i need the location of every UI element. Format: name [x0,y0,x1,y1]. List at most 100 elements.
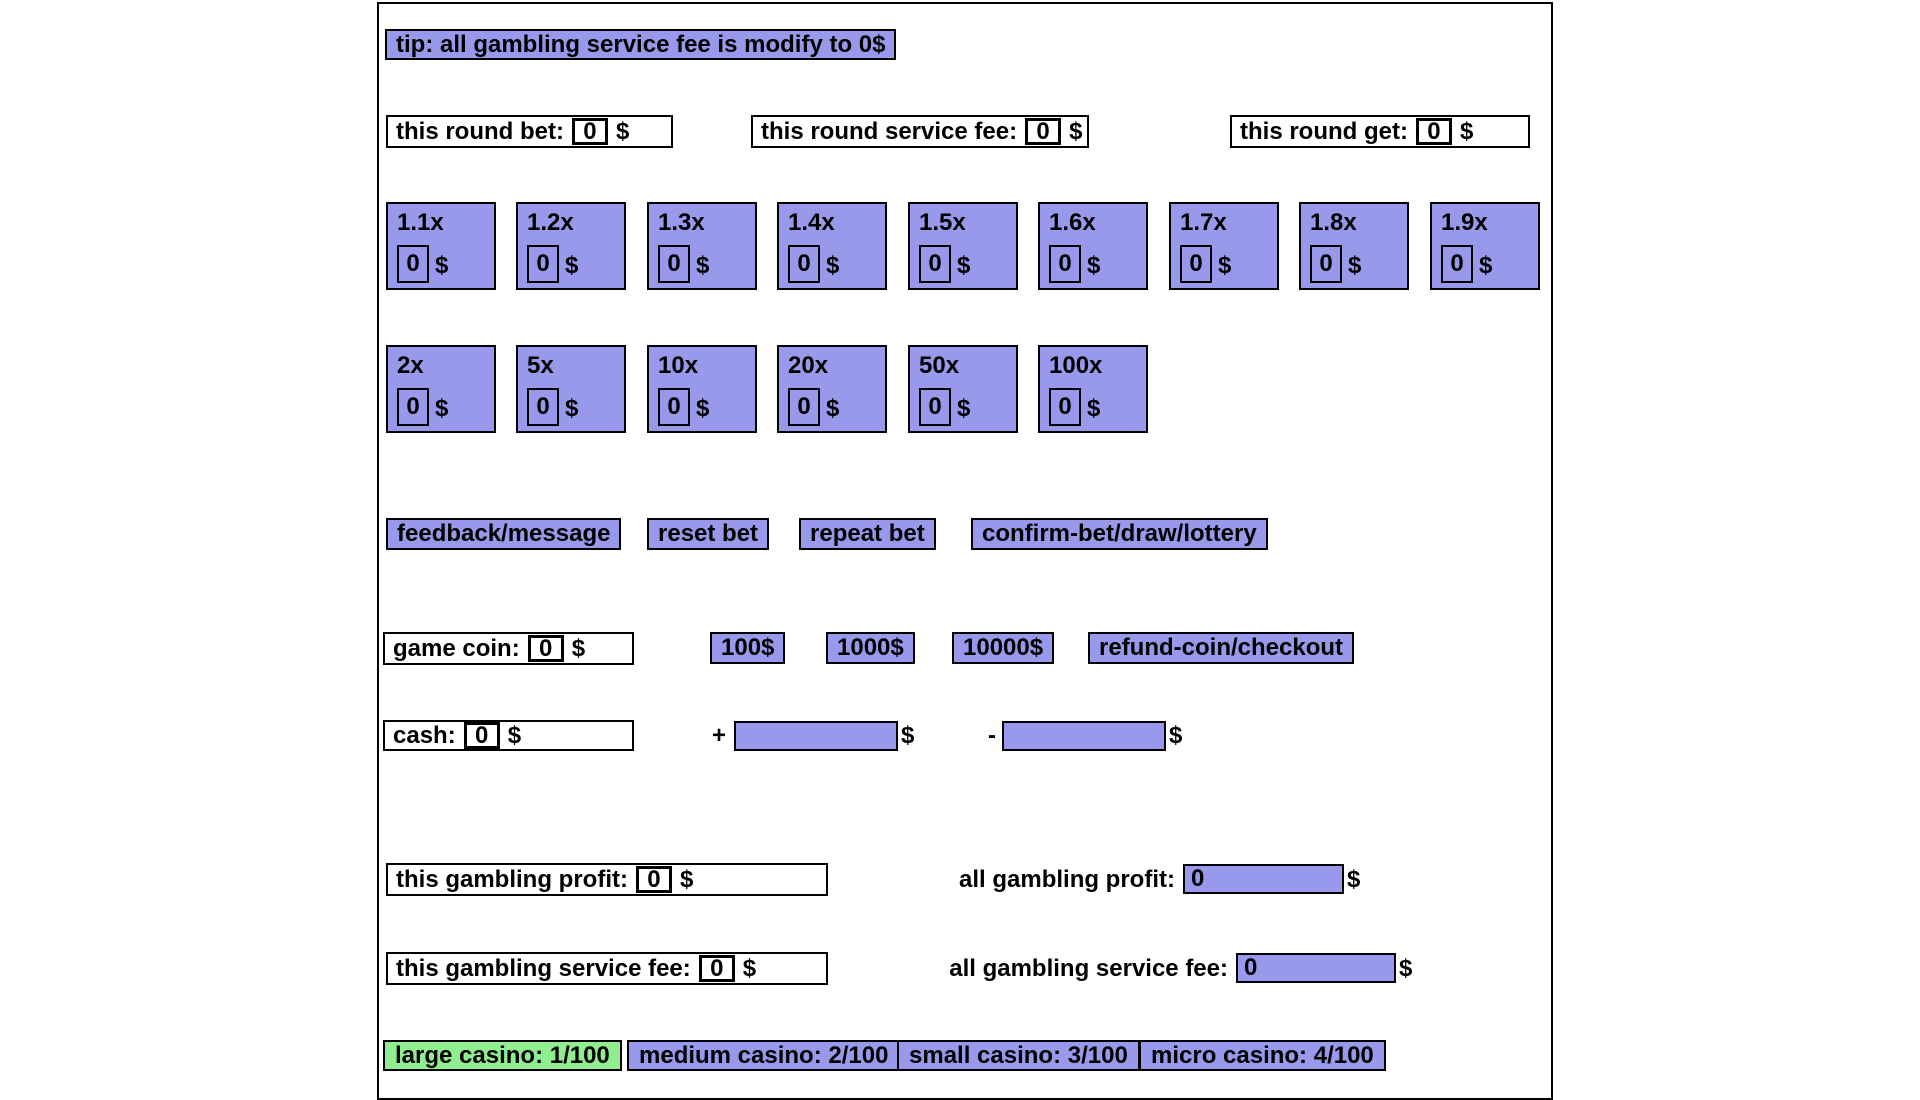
button-label: confirm-bet/draw/lottery [982,520,1257,547]
multiplier-bet-input[interactable]: 0 [658,245,690,283]
multiplier-bet-input[interactable]: 0 [788,245,820,283]
multiplier-bet-input[interactable]: 0 [1310,245,1342,283]
multiplier-label: 1.1x [397,209,444,236]
game-coin-box: game coin: 0 $ [383,632,634,665]
currency-label: $ [826,395,840,422]
round-get-box: this round get: 0 $ [1230,115,1530,148]
multiplier-label: 2x [397,352,424,379]
tab-small-casino[interactable]: small casino: 3/100 [897,1040,1140,1071]
feedback-message-button[interactable]: feedback/message [386,518,622,550]
multiplier-bet-input[interactable]: 0 [788,388,820,426]
tab-label: medium casino: 2/100 [639,1041,889,1069]
multiplier-box-1-4x: 1.4x 0 $ [777,202,887,290]
tab-label: large casino: 1/100 [395,1041,610,1069]
tab-micro-casino[interactable]: micro casino: 4/100 [1139,1040,1386,1071]
multiplier-bet-input[interactable]: 0 [527,388,559,426]
tab-medium-casino[interactable]: medium casino: 2/100 [627,1040,901,1071]
multiplier-box-20x: 20x 0 $ [777,345,887,433]
this-gambling-service-fee-value-field[interactable]: 0 [698,955,735,982]
currency-label: $ [1087,252,1101,279]
all-gambling-service-fee-label: all gambling service fee: [949,955,1228,982]
multiplier-label: 5x [527,352,554,379]
multiplier-box-1-6x: 1.6x 0 $ [1038,202,1148,290]
cash-subtract-input[interactable] [1002,721,1166,751]
currency-label: $ [565,395,579,422]
all-gambling-service-fee-field[interactable]: 0 [1236,953,1396,983]
this-gambling-profit-label: this gambling profit: [396,865,628,893]
reset-bet-button[interactable]: reset bet [647,518,770,550]
multiplier-bet-input[interactable]: 0 [397,388,429,426]
multiplier-bet-input[interactable]: 0 [919,388,951,426]
currency-label: $ [957,395,971,422]
currency-label: $ [571,634,586,662]
button-label: feedback/message [397,520,611,547]
add-1000-button[interactable]: 1000$ [826,632,915,664]
multiplier-label: 1.5x [919,209,966,236]
button-label: 10000$ [963,634,1044,661]
currency-label: $ [957,252,971,279]
currency-label: $ [1218,252,1232,279]
game-coin-value-field[interactable]: 0 [527,635,564,662]
tab-label: micro casino: 4/100 [1151,1041,1374,1069]
multiplier-bet-input[interactable]: 0 [1049,245,1081,283]
multiplier-box-1-3x: 1.3x 0 $ [647,202,757,290]
round-bet-label: this round bet: [396,117,564,145]
currency-label: $ [901,722,915,749]
tab-large-casino[interactable]: large casino: 1/100 [383,1040,622,1071]
multiplier-box-1-7x: 1.7x 0 $ [1169,202,1279,290]
currency-label: $ [826,252,840,279]
multiplier-bet-input[interactable]: 0 [397,245,429,283]
game-coin-label: game coin: [393,634,520,662]
multiplier-bet-input[interactable]: 0 [1441,245,1473,283]
currency-label: $ [435,395,449,422]
currency-label: $ [696,395,710,422]
this-gambling-service-fee-label: this gambling service fee: [396,954,691,982]
button-label: repeat bet [810,520,925,547]
button-label: refund-coin/checkout [1099,634,1344,661]
all-gambling-profit-field[interactable]: 0 [1183,864,1344,894]
multiplier-box-1-8x: 1.8x 0 $ [1299,202,1409,290]
multiplier-label: 50x [919,352,960,379]
plus-sign: + [712,722,727,749]
currency-label: $ [1479,252,1493,279]
multiplier-bet-input[interactable]: 0 [658,388,690,426]
multiplier-label: 1.6x [1049,209,1096,236]
multiplier-bet-input[interactable]: 0 [527,245,559,283]
multiplier-bet-input[interactable]: 0 [1180,245,1212,283]
currency-label: $ [1348,252,1362,279]
multiplier-label: 1.2x [527,209,574,236]
currency-label: $ [565,252,579,279]
multiplier-label: 1.4x [788,209,835,236]
multiplier-label: 1.9x [1441,209,1488,236]
multiplier-box-5x: 5x 0 $ [516,345,626,433]
button-label: 100$ [721,634,775,661]
add-10000-button[interactable]: 10000$ [952,632,1055,664]
multiplier-box-100x: 100x 0 $ [1038,345,1148,433]
repeat-bet-button[interactable]: repeat bet [799,518,936,550]
confirm-bet-draw-lottery-button[interactable]: confirm-bet/draw/lottery [971,518,1268,550]
multiplier-box-1-5x: 1.5x 0 $ [908,202,1018,290]
multiplier-bet-input[interactable]: 0 [919,245,951,283]
cash-value-field[interactable]: 0 [463,722,500,749]
multiplier-bet-input[interactable]: 0 [1049,388,1081,426]
currency-label: $ [507,721,522,749]
multiplier-box-10x: 10x 0 $ [647,345,757,433]
refund-coin-checkout-button[interactable]: refund-coin/checkout [1088,632,1355,664]
multiplier-label: 1.7x [1180,209,1227,236]
add-100-button[interactable]: 100$ [710,632,786,664]
currency-label: $ [1069,117,1083,145]
button-label: 1000$ [837,634,904,661]
multiplier-box-1-9x: 1.9x 0 $ [1430,202,1540,290]
currency-label: $ [1459,117,1474,145]
round-get-value-field[interactable]: 0 [1415,118,1452,145]
multiplier-label: 1.3x [658,209,705,236]
currency-label: $ [742,954,757,982]
cash-add-input[interactable] [734,721,898,751]
round-bet-box: this round bet: 0 $ [386,115,673,148]
cash-box: cash: 0 $ [383,720,634,751]
round-bet-value-field[interactable]: 0 [571,118,608,145]
currency-label: $ [679,865,694,893]
this-gambling-profit-value-field[interactable]: 0 [635,866,672,893]
round-service-fee-value-field[interactable]: 0 [1025,118,1062,145]
this-gambling-service-fee-box: this gambling service fee: 0 $ [386,952,828,985]
